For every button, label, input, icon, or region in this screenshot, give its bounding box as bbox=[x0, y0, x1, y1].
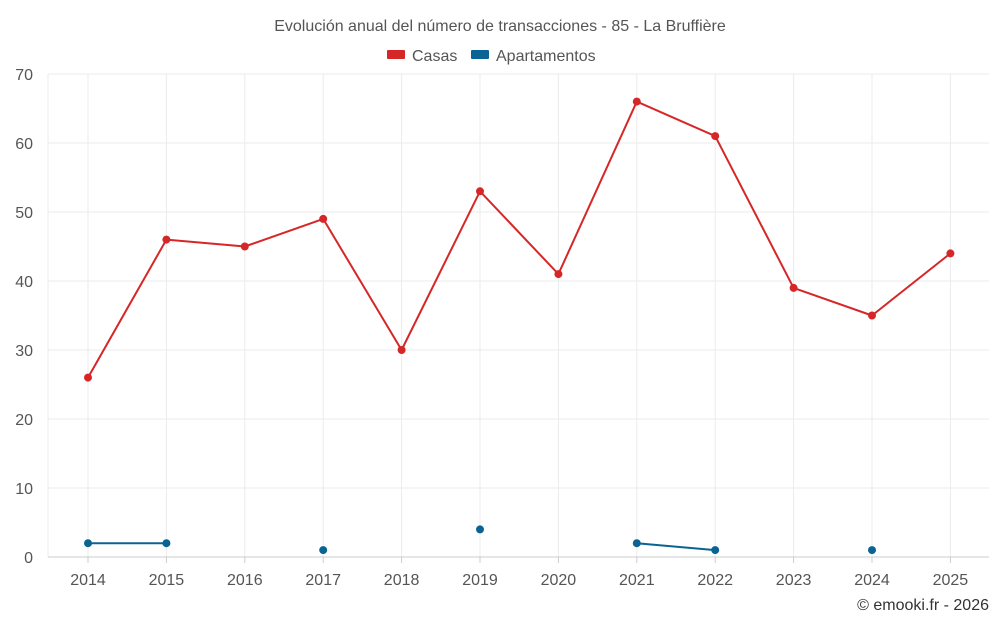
data-point-apartamentos[interactable] bbox=[84, 539, 92, 548]
y-tick-label: 40 bbox=[15, 274, 33, 291]
data-point-apartamentos[interactable] bbox=[868, 546, 876, 555]
series-casas bbox=[84, 97, 955, 382]
y-tick-label: 20 bbox=[15, 412, 33, 429]
data-point-casas[interactable] bbox=[554, 270, 563, 279]
data-point-casas[interactable] bbox=[946, 249, 955, 258]
y-tick-label: 70 bbox=[15, 67, 33, 84]
data-point-casas[interactable] bbox=[868, 311, 876, 320]
data-point-casas[interactable] bbox=[711, 132, 720, 141]
x-tick-label: 2021 bbox=[619, 572, 655, 589]
y-tick-label: 50 bbox=[15, 205, 33, 222]
x-tick-label: 2020 bbox=[541, 572, 577, 589]
x-tick-label: 2019 bbox=[462, 572, 498, 589]
data-point-casas[interactable] bbox=[319, 214, 328, 223]
data-point-casas[interactable] bbox=[162, 235, 171, 244]
series bbox=[84, 97, 955, 555]
chart-title: Evolución anual del número de transaccio… bbox=[274, 18, 726, 35]
legend-label-casas[interactable]: Casas bbox=[412, 48, 457, 65]
x-tick-label: 2025 bbox=[933, 572, 969, 589]
x-tick-label: 2022 bbox=[697, 572, 733, 589]
data-point-casas[interactable] bbox=[632, 97, 641, 106]
data-point-apartamentos[interactable] bbox=[632, 539, 641, 548]
y-tick-label: 0 bbox=[24, 550, 33, 567]
x-tick-label: 2015 bbox=[149, 572, 185, 589]
legend-label-apartamentos[interactable]: Apartamentos bbox=[496, 48, 596, 65]
data-point-casas[interactable] bbox=[476, 187, 484, 196]
axes: 0 10 20 30 40 50 60 70 2014 2015 2016 2017 2018 2019 2… bbox=[15, 67, 989, 589]
series-line-casas bbox=[87, 100, 952, 379]
x-tick-label: 2014 bbox=[70, 572, 106, 589]
x-tick-label: 2018 bbox=[384, 572, 420, 589]
data-point-casas[interactable] bbox=[789, 283, 798, 292]
x-tick-label: 2023 bbox=[776, 572, 812, 589]
series-apartamentos bbox=[84, 525, 876, 555]
legend-swatch-apartamentos bbox=[471, 50, 489, 59]
data-point-apartamentos[interactable] bbox=[319, 546, 328, 555]
y-tick-label: 30 bbox=[15, 343, 33, 360]
data-point-casas[interactable] bbox=[84, 373, 92, 382]
data-point-casas[interactable] bbox=[397, 346, 406, 354]
data-point-apartamentos[interactable] bbox=[711, 546, 720, 555]
data-point-casas[interactable] bbox=[240, 242, 249, 251]
credit-text: © emooki.fr - 2026 bbox=[857, 597, 989, 614]
x-tick-label: 2016 bbox=[227, 572, 263, 589]
grid bbox=[48, 73, 989, 557]
data-point-apartamentos[interactable] bbox=[162, 539, 171, 548]
legend-swatch-casas bbox=[387, 50, 405, 59]
y-tick-label: 60 bbox=[15, 136, 33, 153]
data-point-apartamentos[interactable] bbox=[476, 525, 484, 534]
series-line-apartamentos bbox=[636, 542, 716, 552]
legend: Casas Apartamentos bbox=[387, 48, 596, 65]
x-tick-label: 2024 bbox=[854, 572, 890, 589]
y-tick-label: 10 bbox=[15, 481, 33, 498]
x-tick-label: 2017 bbox=[305, 572, 341, 589]
